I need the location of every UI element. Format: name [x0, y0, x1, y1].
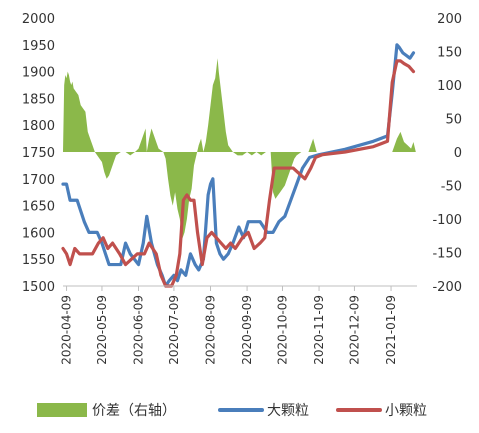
y-left-tick-label: 1500: [22, 280, 55, 295]
legend: 价差（右轴） 大颗粒 小颗粒: [37, 403, 427, 419]
y-right-tick-label: 0: [454, 146, 462, 161]
y-left-tick-label: 1800: [22, 119, 55, 134]
legend-label: 大颗粒: [267, 403, 309, 419]
x-tick-label: 2020-12-09: [347, 295, 361, 365]
series-line-2: [61, 59, 416, 288]
y-right-tick-label: 200: [437, 12, 462, 27]
y-left-tick-label: 1650: [22, 200, 55, 215]
axes-layer: 2020-04-09 2020-05-09 2020-06-09 2020-07-09…: [22, 12, 462, 365]
x-tick-label: 2020-10-09: [275, 295, 289, 365]
legend-swatch-area: [37, 403, 87, 417]
legend-label: 价差（右轴）: [92, 403, 176, 419]
y-right-tick-label: -100: [432, 213, 462, 228]
y-left-tick-label: 1700: [22, 173, 55, 188]
y-right-tick-label: -150: [432, 247, 462, 262]
y-left-tick-label: 2000: [22, 12, 55, 27]
x-tick-label: 2020-06-09: [132, 295, 146, 365]
x-tick-label: 2020-04-09: [60, 295, 74, 365]
y-right-tick-label: 150: [437, 46, 462, 61]
x-tick-label: 2021-01-09: [384, 295, 398, 365]
y-right-tick-label: -200: [432, 280, 462, 295]
x-tick-label: 2020-08-09: [204, 295, 218, 365]
y-left-tick-label: 1550: [22, 253, 55, 268]
x-tick-label: 2020-07-09: [167, 295, 181, 365]
y-right-tick-label: -50: [441, 180, 462, 195]
y-left-tick-label: 1950: [22, 39, 55, 54]
legend-label: 小颗粒: [385, 403, 427, 419]
x-tick-label: 2020-11-09: [312, 295, 326, 365]
y-left-tick-label: 1850: [22, 92, 55, 107]
y-left-tick-label: 1900: [22, 66, 55, 81]
x-tick-label: 2020-05-09: [95, 295, 109, 365]
y-right-tick-label: 50: [445, 113, 462, 128]
x-tick-label: 2020-09-09: [240, 295, 254, 365]
y-left-tick-label: 1750: [22, 146, 55, 161]
y-left-tick-label: 1600: [22, 226, 55, 241]
price-lines-layer: [61, 43, 416, 288]
y-right-tick-label: 100: [437, 79, 462, 94]
